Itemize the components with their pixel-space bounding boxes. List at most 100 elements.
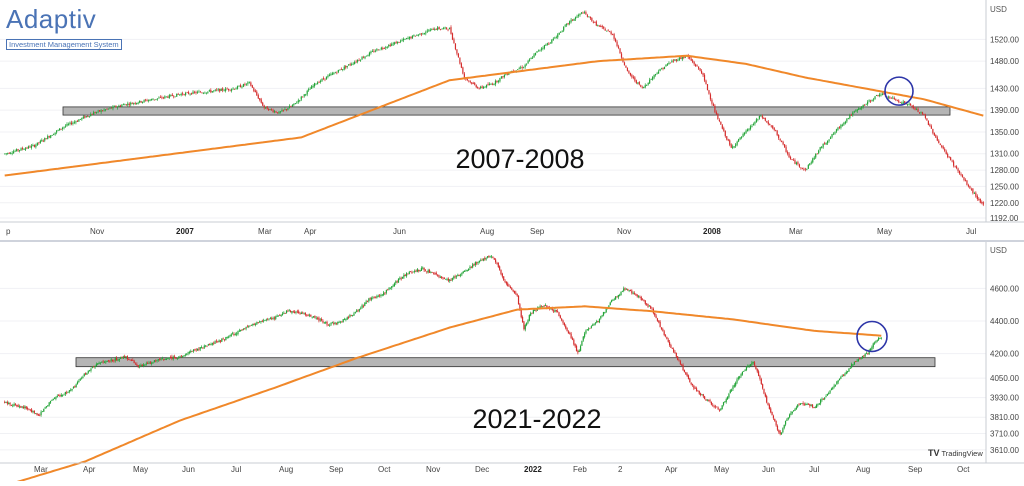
candle-body — [957, 168, 959, 172]
candle-body — [128, 358, 130, 360]
candle-body — [74, 386, 76, 388]
candle-body — [81, 117, 83, 120]
candle-body — [304, 312, 307, 315]
candle-body — [924, 115, 927, 118]
candle-body — [923, 114, 925, 116]
candle-body — [447, 29, 449, 31]
candle-body — [367, 55, 369, 57]
candle-body — [614, 39, 617, 42]
candle-body — [333, 72, 335, 74]
candle-body — [764, 118, 766, 121]
candle-body — [653, 74, 655, 78]
candle-body — [330, 74, 332, 75]
candle-body — [528, 59, 531, 61]
candle-body — [75, 384, 77, 388]
candle-body — [581, 340, 583, 346]
candle-body — [196, 348, 199, 351]
candle-body — [345, 319, 347, 320]
candle-body — [357, 310, 359, 312]
candle-body — [598, 25, 600, 27]
candle-body — [186, 92, 188, 94]
candle-body — [260, 99, 262, 103]
candle-body — [558, 32, 560, 35]
candle-body — [938, 140, 940, 144]
candle-body — [101, 361, 103, 363]
candle-body — [741, 371, 744, 375]
candle-body — [772, 415, 775, 419]
candle-body — [208, 90, 210, 92]
candle-body — [192, 349, 195, 352]
candle-body — [475, 84, 477, 88]
candle-body — [670, 344, 672, 348]
candle-body — [158, 97, 160, 99]
candle-body — [970, 188, 972, 190]
candle-body — [38, 142, 40, 144]
candle-body — [881, 93, 884, 95]
time-tick-label: Aug — [856, 465, 870, 474]
candle-body — [831, 134, 833, 138]
candle-body — [343, 319, 346, 321]
candle-body — [872, 99, 875, 101]
candle-body — [456, 49, 458, 54]
candle-body — [563, 323, 565, 326]
price-tick-label: 1250.00 — [990, 182, 1019, 191]
candle-body — [954, 165, 956, 167]
candle-body — [763, 389, 765, 394]
candle-body — [294, 311, 296, 314]
candle-body — [408, 271, 410, 275]
candle-body — [20, 148, 22, 151]
candle-body — [45, 138, 47, 140]
candle-body — [210, 90, 212, 93]
candle-body — [423, 33, 425, 35]
candle-body — [758, 115, 760, 119]
price-grid — [0, 287, 986, 451]
candle-body — [493, 83, 495, 85]
candle-body — [256, 91, 258, 96]
candle-body — [97, 110, 99, 112]
candle-body — [24, 406, 26, 409]
candle-body — [318, 317, 320, 321]
candle-body — [152, 362, 154, 364]
candle-body — [31, 409, 33, 413]
candle-body — [17, 405, 19, 408]
candle-body — [142, 101, 144, 103]
candle-body — [791, 411, 793, 413]
candle-body — [48, 136, 50, 138]
candle-body — [300, 96, 302, 100]
candle-body — [368, 52, 371, 56]
candle-body — [225, 88, 227, 91]
candle-body — [727, 139, 729, 141]
candle-body — [167, 357, 169, 359]
candle-body — [566, 23, 568, 26]
candle-body — [285, 310, 288, 314]
candle-body — [43, 408, 45, 412]
candle-body — [44, 407, 46, 409]
candle-body — [730, 144, 732, 148]
candle-body — [636, 294, 638, 297]
candle-body — [736, 379, 738, 383]
candle-body — [401, 40, 403, 42]
candle-body — [612, 34, 614, 36]
candle-body — [150, 99, 153, 100]
candle-body — [890, 97, 892, 99]
candle-body — [169, 356, 172, 358]
candle-body — [740, 137, 743, 138]
candle-body — [116, 106, 119, 108]
candle-body — [27, 146, 30, 149]
candle-body — [865, 104, 867, 106]
candle-body — [588, 328, 590, 330]
candle-body — [442, 28, 445, 29]
candle-body — [690, 382, 692, 385]
candle-body — [12, 405, 14, 407]
candle-body — [794, 160, 796, 164]
candle-body — [465, 270, 467, 272]
candle-body — [616, 296, 618, 298]
candle-body — [53, 134, 55, 136]
candle-body — [708, 90, 710, 94]
candle-body — [90, 114, 92, 117]
candle-body — [427, 270, 429, 273]
candle-body — [505, 74, 507, 76]
candle-body — [91, 367, 93, 369]
candle-body — [222, 338, 224, 340]
candle-body — [275, 316, 277, 319]
